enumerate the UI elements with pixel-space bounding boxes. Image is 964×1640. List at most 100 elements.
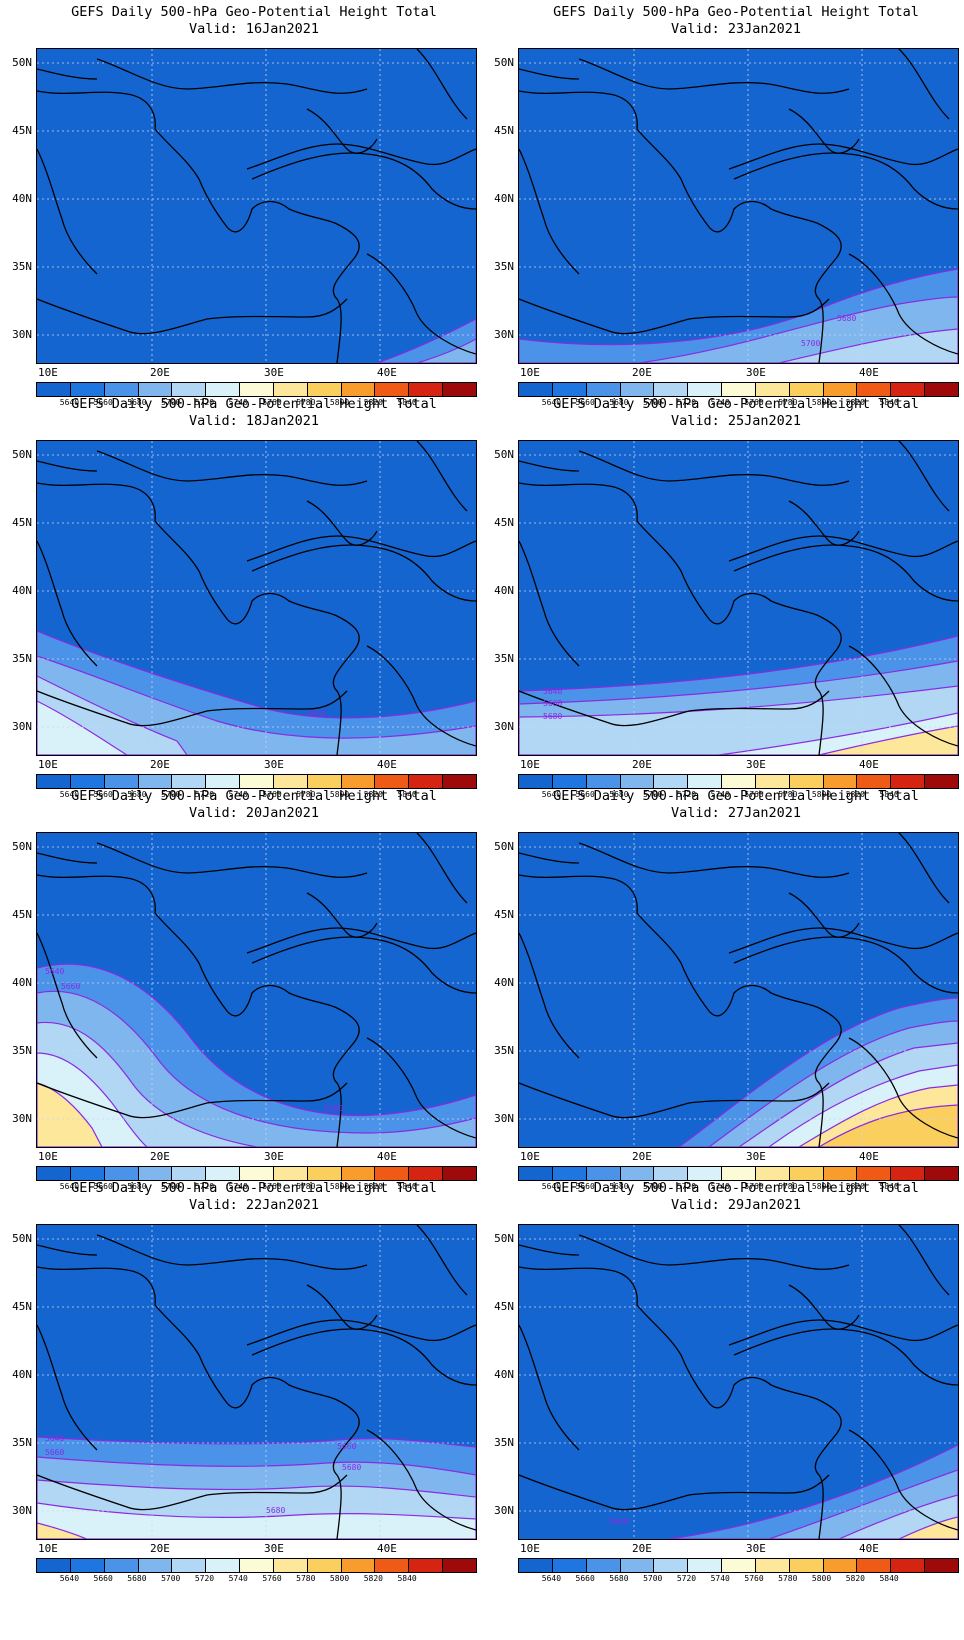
coastline <box>519 1244 580 1256</box>
colorbar-label: 5640 <box>541 1574 562 1583</box>
coastline <box>728 143 958 170</box>
map-panel: GEFS Daily 500-hPa Geo-Potential Height … <box>0 784 482 1194</box>
colorbar-swatch <box>70 775 105 788</box>
colorbar-swatch <box>823 775 858 788</box>
latitude-label: 40N <box>494 1368 514 1381</box>
colorbar-swatch <box>341 1559 376 1572</box>
map-canvas <box>37 49 476 363</box>
colorbar-swatch <box>104 775 139 788</box>
colorbar-label: 5700 <box>643 1574 663 1583</box>
colorbar-swatch <box>307 775 342 788</box>
latitude-label: 40N <box>12 192 32 205</box>
height-contour-band <box>898 1516 958 1539</box>
colorbar-label: 5660 <box>93 398 113 407</box>
coastline <box>848 645 958 747</box>
contour-label: 5660 <box>337 1442 356 1451</box>
longitude-label: 40E <box>377 1542 397 1555</box>
colorbar <box>518 1558 959 1573</box>
panel-title: GEFS Daily 500-hPa Geo-Potential Height … <box>553 396 919 412</box>
longitude-label: 40E <box>377 366 397 379</box>
coastline <box>848 253 958 355</box>
latitude-label: 30N <box>494 1112 514 1125</box>
coastline <box>251 152 476 210</box>
coastline <box>788 500 860 546</box>
colorbar-swatch <box>104 383 139 396</box>
coastline <box>306 108 378 154</box>
colorbar-label: 5820 <box>845 398 865 407</box>
longitude-label: 20E <box>632 366 652 379</box>
colorbar-label: 5720 <box>676 1574 697 1583</box>
colorbar-swatch <box>654 1559 689 1572</box>
colorbar-swatch <box>104 1559 139 1572</box>
colorbar-label: 5760 <box>744 398 764 407</box>
colorbar-swatch <box>789 1559 824 1572</box>
colorbar <box>518 1166 959 1181</box>
colorbar-label: 5820 <box>845 790 865 799</box>
colorbar-swatch <box>857 1167 892 1180</box>
coastline <box>578 842 850 878</box>
map-canvas: 5640 5660 5680 <box>37 833 476 1147</box>
colorbar-swatch <box>552 1559 587 1572</box>
colorbar-swatch <box>409 1167 444 1180</box>
colorbar-label: 5700 <box>643 398 663 407</box>
colorbar <box>518 774 959 789</box>
colorbar-swatch <box>789 1167 824 1180</box>
colorbar-swatch <box>409 383 444 396</box>
colorbar-label: 5820 <box>363 1574 383 1583</box>
map-panel: GEFS Daily 500-hPa Geo-Potential Height … <box>0 0 482 410</box>
latitude-label: 30N <box>12 328 32 341</box>
coastline <box>519 874 842 1147</box>
panel-title: GEFS Daily 500-hPa Geo-Potential Height … <box>71 4 437 20</box>
latitude-label: 50N <box>494 56 514 69</box>
panel-title: GEFS Daily 500-hPa Geo-Potential Height … <box>71 396 437 412</box>
colorbar-swatch <box>273 775 308 788</box>
contour-label: 5680 <box>324 1104 343 1113</box>
coastline <box>788 1284 860 1330</box>
coastline <box>519 148 580 275</box>
colorbar-label: 5840 <box>397 398 417 407</box>
coastline <box>306 1284 378 1330</box>
colorbar-swatch <box>172 383 207 396</box>
panel-title: GEFS Daily 500-hPa Geo-Potential Height … <box>553 4 919 20</box>
longitude-label: 40E <box>377 758 397 771</box>
colorbar-label: 5680 <box>609 398 629 407</box>
latitude-label: 45N <box>12 1300 32 1313</box>
colorbar-label: 5780 <box>296 1182 316 1191</box>
latitude-label: 50N <box>494 448 514 461</box>
latitude-label: 50N <box>12 840 32 853</box>
colorbar-label: 5660 <box>93 790 113 799</box>
longitude-label: 30E <box>264 1542 284 1555</box>
coastline <box>416 833 468 904</box>
panel-valid-date: Valid: 25Jan2021 <box>516 413 956 429</box>
colorbar-swatch <box>206 1559 241 1572</box>
colorbar-swatch <box>307 1559 342 1572</box>
coastline <box>733 1328 958 1386</box>
coastline <box>728 927 958 954</box>
colorbar-swatch <box>823 383 858 396</box>
latitude-label: 40N <box>12 976 32 989</box>
contour-label: 5640 <box>45 1434 64 1443</box>
latitude-label: 35N <box>494 652 514 665</box>
colorbar-label: 5800 <box>329 1574 350 1583</box>
colorbar-swatch <box>519 1167 553 1180</box>
coastline <box>848 1037 958 1139</box>
valid-date: 16Jan2021 <box>245 21 320 37</box>
colorbar-label: 5760 <box>262 1182 282 1191</box>
contour-label: 5680 <box>837 314 856 323</box>
coastline <box>898 1225 950 1296</box>
colorbar-label: 5740 <box>228 1182 248 1191</box>
latitude-label: 35N <box>12 652 32 665</box>
panel-valid-date: Valid: 29Jan2021 <box>516 1197 956 1213</box>
map-canvas: 5640 <box>37 441 476 755</box>
map-panel: GEFS Daily 500-hPa Geo-Potential Height … <box>482 392 964 802</box>
coastline <box>251 936 476 994</box>
latitude-label: 30N <box>12 1504 32 1517</box>
colorbar-swatch <box>70 1559 105 1572</box>
map-panel: GEFS Daily 500-hPa Geo-Potential Height … <box>0 1176 482 1586</box>
colorbar-label: 5840 <box>879 398 899 407</box>
colorbar-swatch <box>240 775 274 788</box>
longitude-label: 30E <box>746 758 766 771</box>
latitude-label: 30N <box>12 1112 32 1125</box>
coastline <box>519 1082 830 1119</box>
colorbar-swatch <box>755 1559 790 1572</box>
